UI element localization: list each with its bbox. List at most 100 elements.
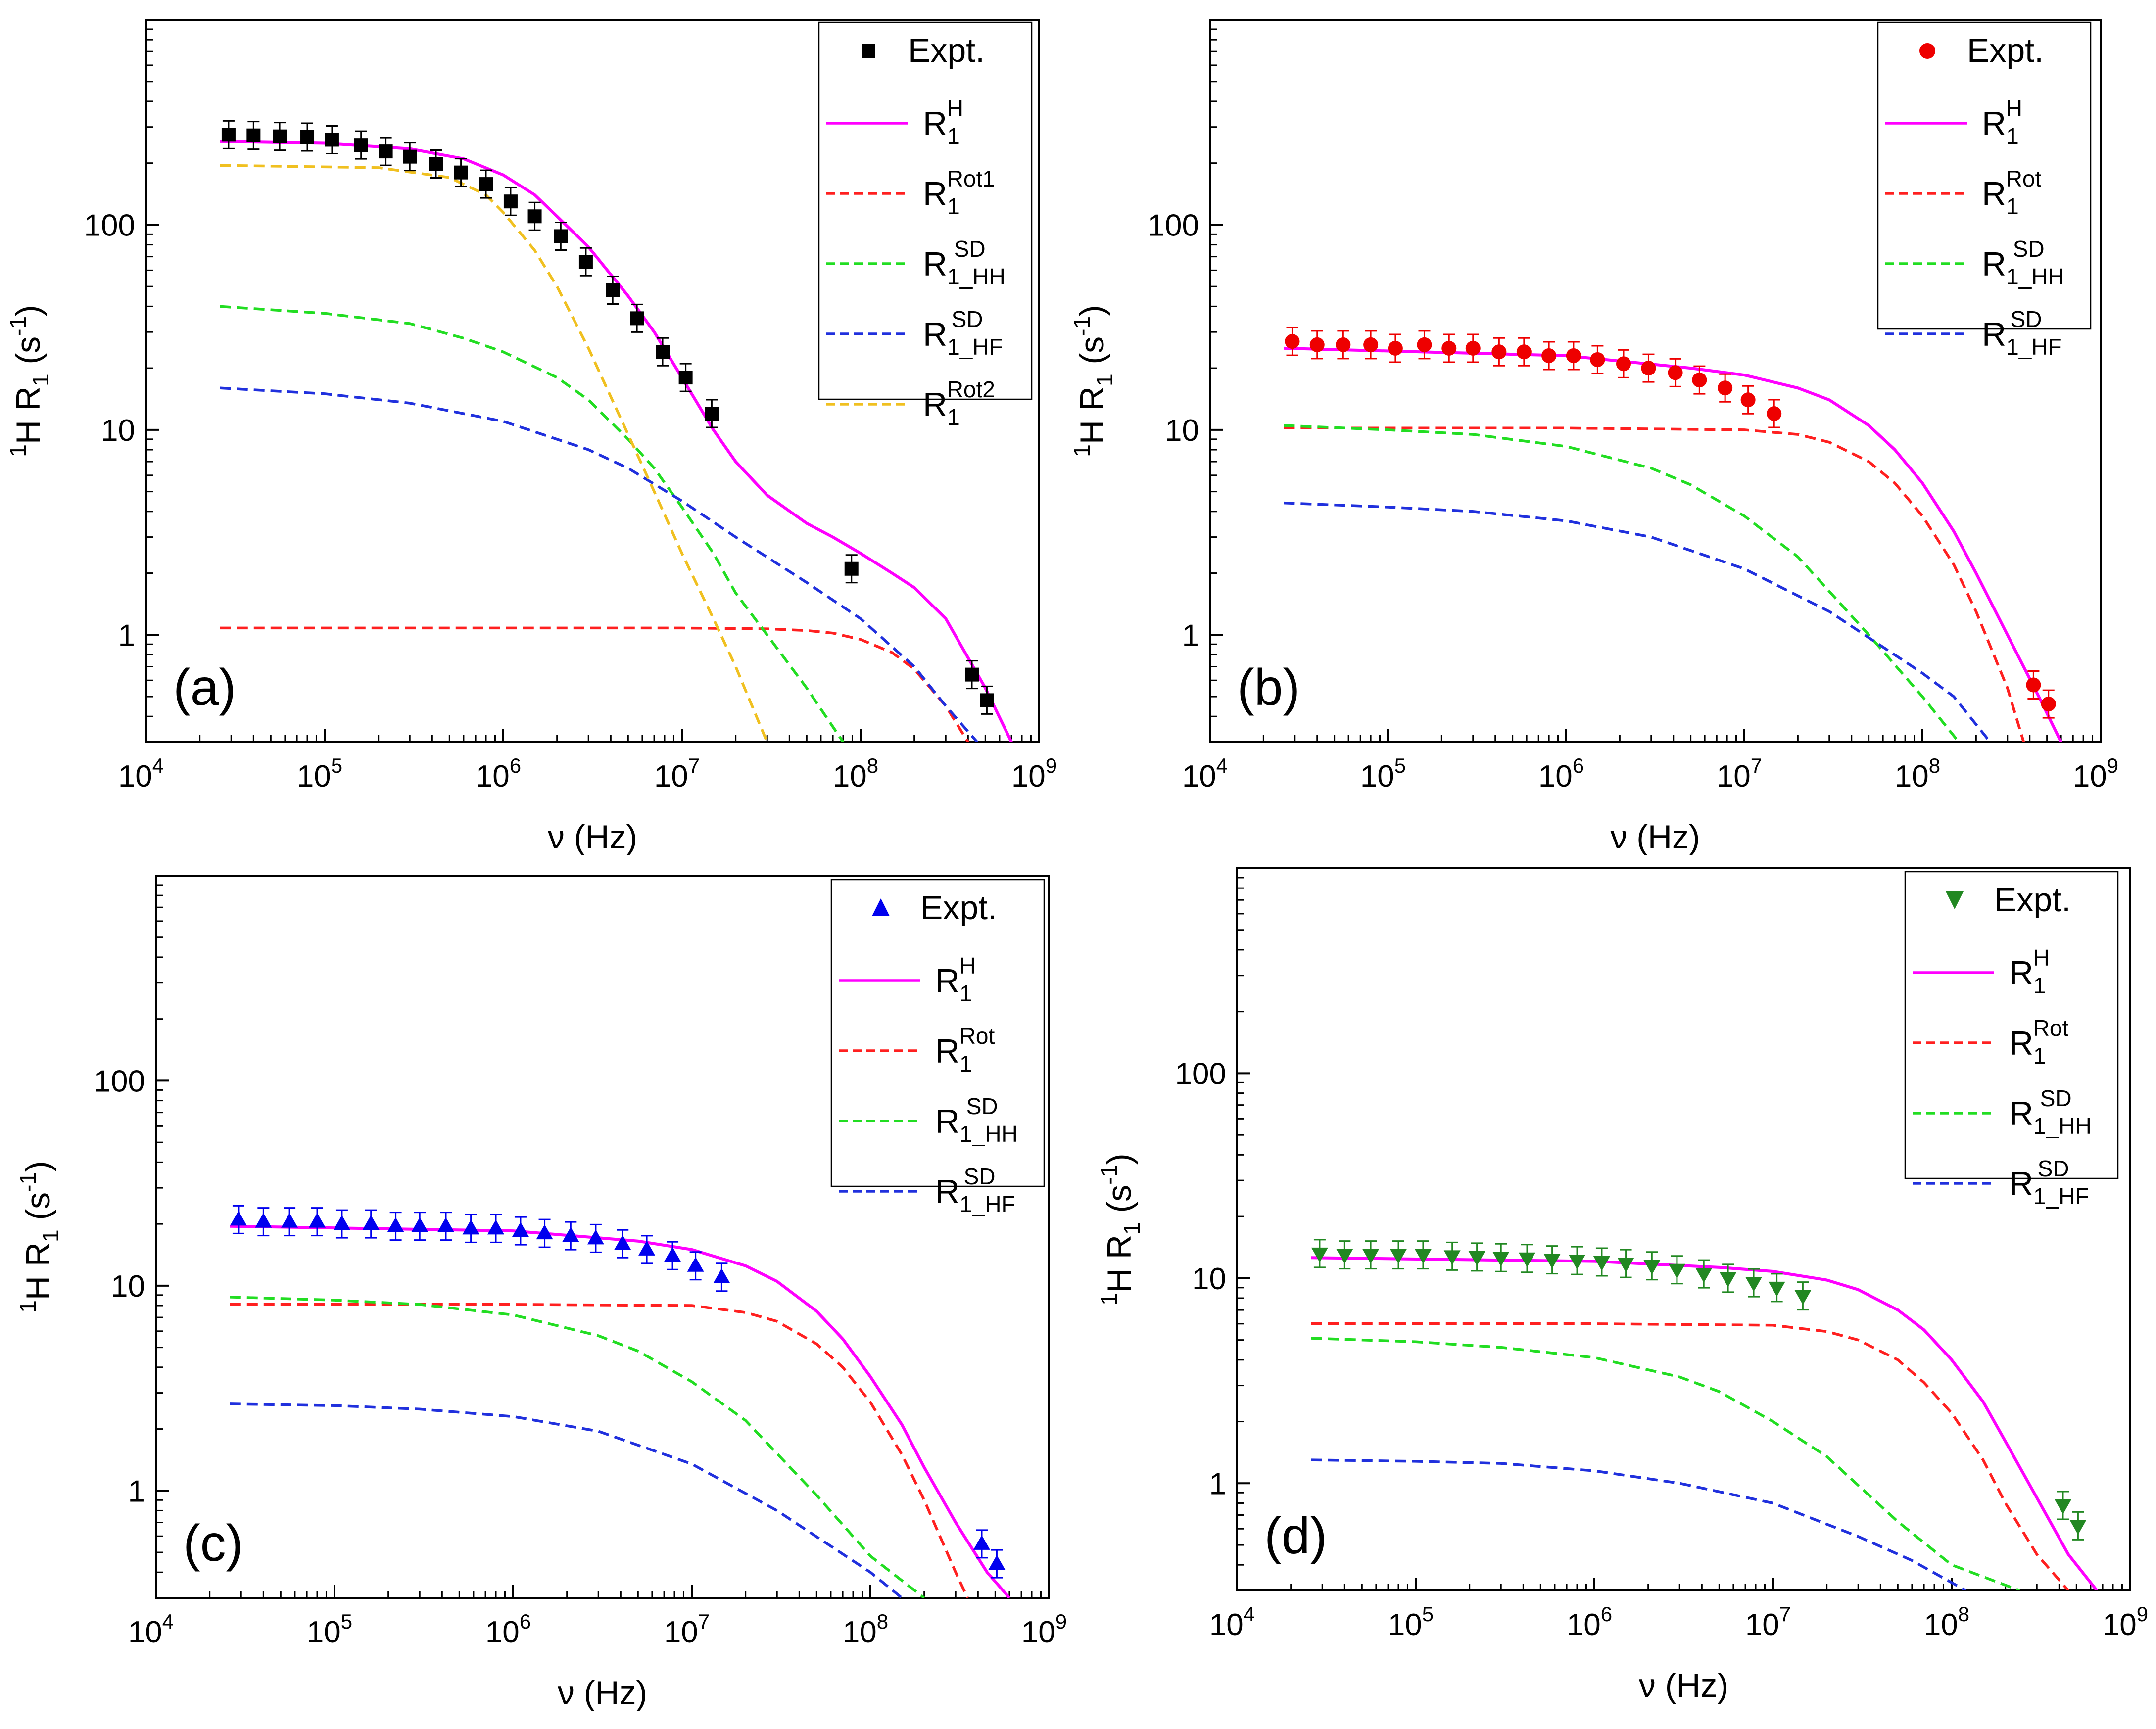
data-point — [1309, 337, 1325, 352]
data-point — [587, 1229, 604, 1245]
data-point — [527, 209, 542, 224]
data-point — [1745, 1277, 1763, 1292]
data-point — [1593, 1256, 1610, 1271]
x-tick-label: 109 — [2103, 1602, 2148, 1642]
curve-R1SD_HF — [1311, 1458, 1966, 1590]
data-point — [1617, 1258, 1634, 1273]
data-point — [614, 1235, 631, 1250]
panel-label: (a) — [173, 659, 236, 716]
x-tick-label: 105 — [1360, 754, 1406, 794]
legend-label-R1SD_HH: R1_HHSD — [935, 1093, 1018, 1147]
y-tick-label: 1 — [118, 618, 135, 653]
data-point — [1768, 1281, 1785, 1297]
x-tick-label: 104 — [118, 754, 164, 794]
curves — [230, 1224, 1011, 1598]
x-tick-label: 108 — [1895, 754, 1940, 794]
curve-R1H — [220, 140, 1013, 742]
data-point — [554, 229, 568, 243]
data-point — [1336, 337, 1351, 352]
data-point — [1285, 334, 1300, 349]
data-point — [988, 1555, 1006, 1570]
legend: Expt. R1H R1Rot R1_HHSD R1_HFSD — [1904, 871, 2119, 1209]
data-point — [1668, 1263, 1685, 1279]
curve-R1SD_HF — [230, 1402, 903, 1598]
data-point — [1492, 1252, 1510, 1267]
y-tick-label: 100 — [1148, 208, 1199, 242]
curve-R1Rot — [230, 1303, 969, 1598]
data-point — [713, 1268, 730, 1283]
x-axis-label: ν (Hz) — [1610, 818, 1700, 856]
x-tick-label: 107 — [1745, 1602, 1791, 1642]
legend-box — [1877, 21, 2092, 330]
x-tick-label: 106 — [485, 1610, 531, 1649]
legend: Expt. R1H R1Rot R1_HHSD R1_HFSD — [830, 879, 1045, 1217]
x-tick-label: 107 — [1717, 754, 1762, 794]
data-point — [656, 345, 670, 359]
legend-box — [1904, 871, 2119, 1179]
data-point — [1718, 380, 1733, 396]
expt-points — [1311, 1239, 2087, 1541]
y-tick-label: 100 — [1175, 1057, 1226, 1091]
data-point — [630, 311, 644, 326]
data-point — [844, 561, 859, 576]
data-point — [1388, 340, 1403, 356]
data-point — [1590, 352, 1605, 367]
legend-label-R1Rot2: R1Rot2 — [923, 376, 995, 430]
data-point — [362, 1215, 380, 1230]
y-tick-label: 10 — [101, 414, 135, 448]
y-tick-label: 1 — [1182, 618, 1199, 653]
curve-R1H — [230, 1224, 1011, 1598]
legend-label-expt: Expt. — [1994, 881, 2071, 919]
data-point — [2069, 1520, 2087, 1535]
x-tick-label: 106 — [1567, 1602, 1612, 1642]
data-point — [1468, 1251, 1485, 1266]
data-point — [2041, 697, 2056, 712]
x-tick-label: 107 — [664, 1610, 710, 1649]
data-point — [1465, 340, 1481, 356]
x-tick-label: 105 — [307, 1610, 352, 1649]
y-tick-label: 100 — [84, 208, 135, 242]
legend-marker — [872, 898, 890, 916]
x-tick-label: 108 — [833, 754, 878, 794]
y-tick-label: 10 — [111, 1269, 145, 1304]
curve-R1SD_HH — [1311, 1337, 2020, 1590]
legend-label-expt: Expt. — [908, 32, 985, 69]
data-point — [2054, 1499, 2071, 1515]
curve-R1SD_HF — [220, 386, 978, 742]
legend-label-expt: Expt. — [1967, 32, 2044, 69]
data-point — [705, 407, 719, 421]
data-point — [1443, 1250, 1461, 1265]
data-point — [387, 1217, 404, 1232]
expt-points — [1285, 327, 2056, 719]
y-axis-label: 1H R1 (s-1) — [15, 1161, 63, 1312]
data-point — [1720, 1272, 1737, 1287]
data-point — [1518, 1252, 1535, 1267]
data-point — [536, 1224, 553, 1240]
y-tick-label: 1 — [128, 1474, 145, 1508]
data-point — [638, 1240, 656, 1256]
data-point — [1668, 365, 1683, 380]
x-tick-label: 106 — [1538, 754, 1584, 794]
plot-frame — [1209, 19, 2102, 743]
data-point — [578, 255, 593, 269]
curves — [220, 140, 1013, 742]
curves — [1311, 1256, 2098, 1590]
data-point — [479, 177, 493, 191]
x-tick-label: 108 — [843, 1610, 888, 1649]
plot-frame — [145, 19, 1040, 743]
data-point — [2026, 677, 2041, 693]
legend-label-R1Rot: R1Rot — [1982, 166, 2042, 219]
data-point — [1695, 1268, 1713, 1283]
data-point — [1541, 348, 1557, 363]
x-tick-label: 105 — [297, 754, 342, 794]
data-point — [379, 144, 393, 159]
curve-R1SD_HH — [230, 1296, 925, 1598]
data-point — [1569, 1255, 1586, 1270]
data-point — [606, 283, 620, 297]
data-point — [1643, 1260, 1661, 1275]
data-point — [462, 1219, 479, 1235]
